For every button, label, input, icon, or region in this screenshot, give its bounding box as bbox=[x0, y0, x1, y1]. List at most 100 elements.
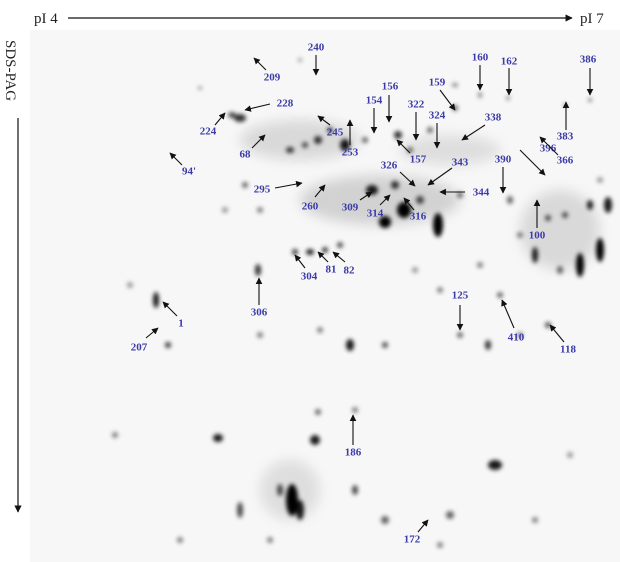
gel-spot bbox=[452, 83, 458, 87]
spot-label: 162 bbox=[501, 56, 518, 68]
gel-spot bbox=[213, 434, 223, 442]
spot-label: 82 bbox=[344, 265, 356, 277]
spot-label: 154 bbox=[366, 95, 383, 107]
gel-spot bbox=[314, 136, 322, 144]
spot-label: 304 bbox=[301, 271, 318, 283]
gel-spot bbox=[604, 197, 612, 213]
gel-spot bbox=[446, 511, 454, 519]
gel-spot bbox=[567, 452, 573, 458]
gel-spot bbox=[433, 213, 443, 237]
gel-spot bbox=[391, 181, 399, 189]
gel-spot bbox=[366, 185, 378, 195]
gel-spot bbox=[596, 238, 604, 262]
spot-label: 1 bbox=[178, 318, 184, 330]
gel-spot bbox=[485, 340, 491, 350]
gel-spot bbox=[477, 262, 483, 268]
gel-spot bbox=[588, 98, 592, 102]
gel-spot bbox=[153, 292, 159, 308]
spot-label: 160 bbox=[472, 52, 489, 64]
spot-label: 159 bbox=[429, 77, 446, 89]
spot-label: 344 bbox=[473, 187, 490, 199]
gel-spot bbox=[165, 342, 171, 348]
gel-background bbox=[30, 30, 620, 562]
gel-spot bbox=[394, 131, 402, 139]
gel-spot bbox=[407, 147, 413, 153]
spot-label: 396 bbox=[540, 143, 557, 155]
gel-spot bbox=[346, 339, 354, 351]
gel-spot bbox=[488, 460, 502, 470]
spot-label: 156 bbox=[382, 81, 399, 93]
spot-label: 309 bbox=[342, 202, 359, 214]
axis-label: pI 4 bbox=[34, 11, 58, 27]
spot-label: 386 bbox=[580, 54, 597, 66]
spot-label: 306 bbox=[251, 307, 268, 319]
gel-spot bbox=[576, 253, 584, 277]
spot-label: 209 bbox=[264, 72, 281, 84]
gel-spot bbox=[437, 542, 443, 548]
gel-spot bbox=[292, 249, 298, 255]
gel-spot bbox=[286, 147, 294, 153]
gel-spot bbox=[587, 200, 593, 210]
gel-figure: pI 4 pI 7 SDS-PAG 2402091601623861591561… bbox=[0, 0, 620, 562]
gel-spot bbox=[497, 292, 503, 298]
gel-spot bbox=[507, 196, 513, 204]
gel-spot bbox=[597, 177, 603, 183]
gel-spot bbox=[242, 182, 248, 188]
gel-spot bbox=[237, 502, 243, 518]
gel-spot bbox=[277, 484, 283, 496]
gel-spot bbox=[352, 407, 358, 413]
gel-spot bbox=[302, 142, 308, 148]
spot-label: 81 bbox=[326, 264, 337, 276]
spot-label: 240 bbox=[308, 42, 325, 54]
spot-label: 207 bbox=[131, 342, 148, 354]
spot-label: 68 bbox=[240, 149, 252, 161]
gel-spot bbox=[506, 96, 510, 100]
spot-label: 186 bbox=[345, 447, 362, 459]
spot-label: 324 bbox=[429, 110, 446, 122]
spot-label: 322 bbox=[408, 99, 425, 111]
gel-spot bbox=[322, 247, 328, 253]
spot-label: 118 bbox=[560, 344, 576, 356]
gel-spot bbox=[177, 537, 183, 543]
gel-spot bbox=[532, 517, 538, 523]
spot-label: 125 bbox=[452, 290, 469, 302]
spot-label: 326 bbox=[381, 160, 398, 172]
spot-label: 224 bbox=[200, 126, 217, 138]
axis-label: SDS-PAG bbox=[2, 40, 18, 101]
gel-spot bbox=[315, 409, 321, 415]
gel-spot bbox=[562, 212, 568, 218]
spot-label: 343 bbox=[452, 157, 469, 169]
gel-spot bbox=[337, 242, 343, 248]
spot-label: 228 bbox=[277, 98, 294, 110]
spot-label: 366 bbox=[557, 155, 574, 167]
gel-spot bbox=[381, 516, 389, 524]
gel-spot bbox=[127, 282, 133, 288]
spot-label: 260 bbox=[302, 201, 319, 213]
gel-spot bbox=[517, 232, 523, 238]
gel-spot bbox=[382, 342, 388, 348]
gel-spot bbox=[112, 432, 118, 438]
gel-spot bbox=[478, 92, 482, 98]
spot-label: 410 bbox=[508, 332, 525, 344]
gel-spot bbox=[427, 127, 433, 133]
spot-label: 390 bbox=[495, 154, 512, 166]
spot-label: 94' bbox=[182, 166, 196, 178]
spot-label: 172 bbox=[404, 534, 421, 546]
gel-spot bbox=[557, 266, 563, 274]
spot-label: 338 bbox=[485, 112, 502, 124]
spot-label: 245 bbox=[327, 127, 344, 139]
spot-label: 157 bbox=[410, 154, 427, 166]
gel-spot bbox=[362, 137, 368, 143]
spot-label: 253 bbox=[342, 147, 359, 159]
gel-spot bbox=[532, 247, 538, 263]
gel-spot bbox=[222, 207, 228, 213]
gel-spot bbox=[416, 196, 424, 204]
gel-spot bbox=[228, 112, 236, 118]
gel-spot bbox=[317, 327, 323, 333]
gel-spot bbox=[545, 215, 551, 221]
spot-label: 100 bbox=[529, 230, 546, 242]
gel-spot bbox=[257, 207, 263, 213]
spot-label: 383 bbox=[557, 131, 574, 143]
gel-spot bbox=[306, 249, 314, 255]
gel-spot bbox=[298, 58, 302, 62]
